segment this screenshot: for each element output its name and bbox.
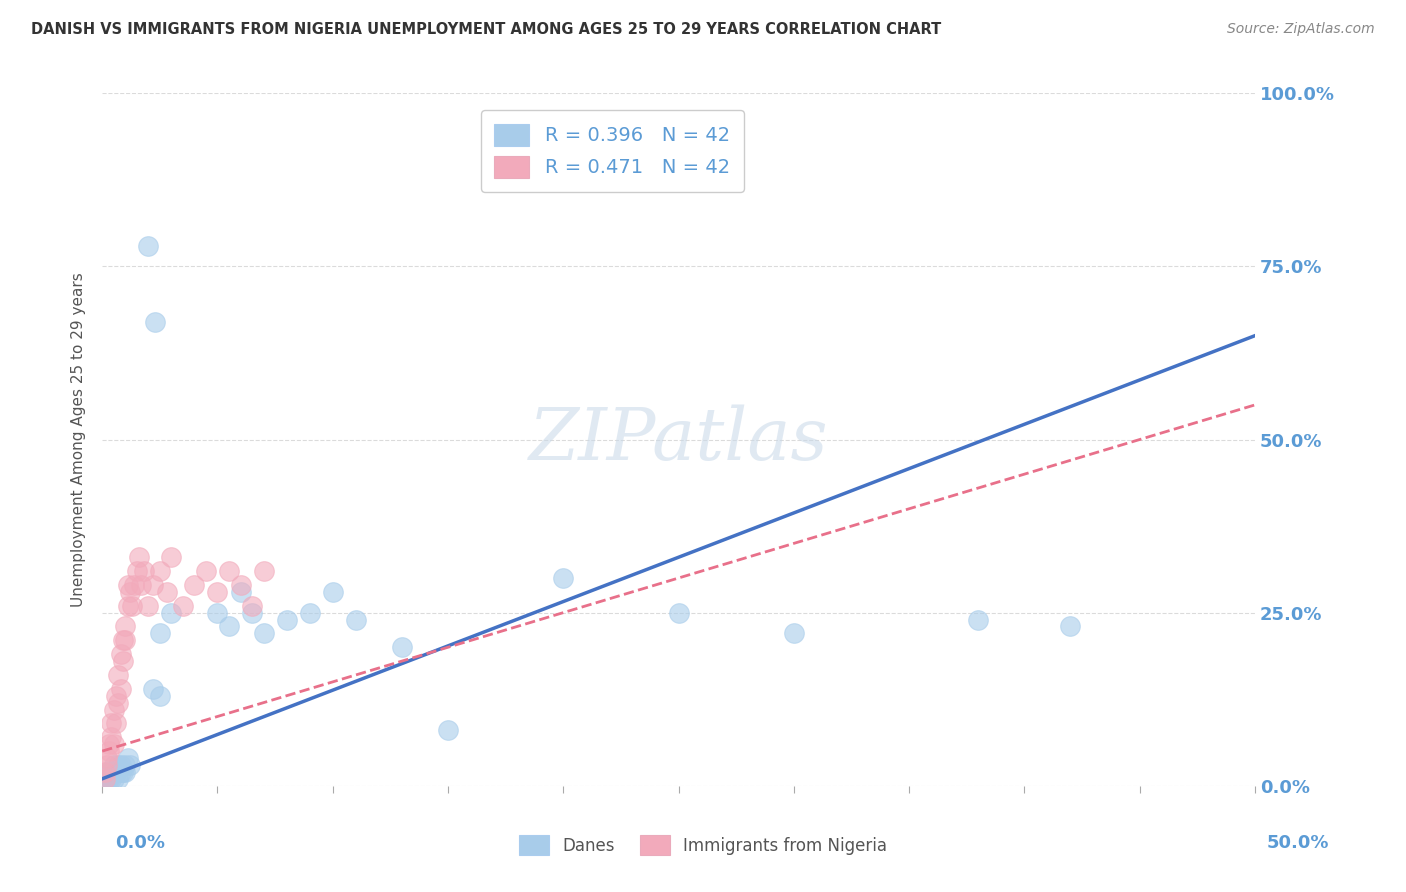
Point bbox=[107, 758, 129, 772]
Point bbox=[218, 619, 240, 633]
Point bbox=[967, 613, 990, 627]
Point bbox=[98, 737, 121, 751]
Text: DANISH VS IMMIGRANTS FROM NIGERIA UNEMPLOYMENT AMONG AGES 25 TO 29 YEARS CORRELA: DANISH VS IMMIGRANTS FROM NIGERIA UNEMPL… bbox=[31, 22, 941, 37]
Point bbox=[114, 764, 136, 779]
Point bbox=[96, 772, 118, 786]
Point bbox=[118, 758, 141, 772]
Point bbox=[117, 751, 139, 765]
Point bbox=[111, 654, 134, 668]
Point bbox=[111, 633, 134, 648]
Point bbox=[252, 626, 274, 640]
Point bbox=[105, 689, 128, 703]
Point bbox=[207, 585, 229, 599]
Point bbox=[98, 744, 121, 758]
Point bbox=[276, 613, 298, 627]
Point bbox=[100, 772, 122, 786]
Point bbox=[172, 599, 194, 613]
Point bbox=[149, 564, 172, 578]
Point bbox=[103, 737, 125, 751]
Point bbox=[298, 606, 321, 620]
Point bbox=[100, 716, 122, 731]
Point bbox=[207, 606, 229, 620]
Point bbox=[783, 626, 806, 640]
Point bbox=[156, 585, 179, 599]
Point bbox=[105, 764, 128, 779]
Point bbox=[437, 723, 460, 738]
Point bbox=[105, 764, 128, 779]
Point bbox=[252, 564, 274, 578]
Point bbox=[229, 585, 252, 599]
Point bbox=[125, 564, 148, 578]
Point bbox=[322, 585, 344, 599]
Point bbox=[107, 696, 129, 710]
Text: Source: ZipAtlas.com: Source: ZipAtlas.com bbox=[1227, 22, 1375, 37]
Point bbox=[100, 764, 122, 779]
Point bbox=[136, 238, 159, 252]
Point bbox=[110, 758, 132, 772]
Point bbox=[391, 640, 413, 655]
Point bbox=[98, 772, 121, 786]
Point bbox=[114, 758, 136, 772]
Point bbox=[114, 619, 136, 633]
Legend: Danes, Immigrants from Nigeria: Danes, Immigrants from Nigeria bbox=[512, 829, 894, 862]
Point bbox=[96, 764, 118, 779]
Point bbox=[142, 578, 165, 592]
Point bbox=[240, 606, 263, 620]
Point bbox=[118, 585, 141, 599]
Point bbox=[183, 578, 205, 592]
Point bbox=[103, 702, 125, 716]
Point bbox=[96, 758, 118, 772]
Point bbox=[124, 578, 146, 592]
Point bbox=[111, 764, 134, 779]
Text: 50.0%: 50.0% bbox=[1267, 834, 1329, 852]
Legend: R = 0.396   N = 42, R = 0.471   N = 42: R = 0.396 N = 42, R = 0.471 N = 42 bbox=[481, 110, 744, 192]
Point bbox=[668, 606, 690, 620]
Point bbox=[96, 751, 118, 765]
Point bbox=[110, 647, 132, 661]
Point bbox=[128, 550, 150, 565]
Point bbox=[121, 599, 143, 613]
Point bbox=[93, 764, 115, 779]
Point bbox=[103, 772, 125, 786]
Point bbox=[100, 731, 122, 745]
Point bbox=[142, 681, 165, 696]
Point bbox=[93, 772, 115, 786]
Y-axis label: Unemployment Among Ages 25 to 29 years: Unemployment Among Ages 25 to 29 years bbox=[72, 272, 86, 607]
Point bbox=[107, 668, 129, 682]
Point bbox=[240, 599, 263, 613]
Point bbox=[143, 315, 166, 329]
Point bbox=[117, 578, 139, 592]
Point bbox=[93, 772, 115, 786]
Point bbox=[218, 564, 240, 578]
Text: ZIPatlas: ZIPatlas bbox=[529, 404, 828, 475]
Point bbox=[149, 626, 172, 640]
Point bbox=[107, 772, 129, 786]
Point bbox=[105, 716, 128, 731]
Point bbox=[136, 599, 159, 613]
Point bbox=[553, 571, 575, 585]
Point bbox=[160, 550, 183, 565]
Point bbox=[114, 633, 136, 648]
Point bbox=[344, 613, 367, 627]
Point bbox=[110, 681, 132, 696]
Point bbox=[117, 599, 139, 613]
Point bbox=[160, 606, 183, 620]
Point bbox=[149, 689, 172, 703]
Text: 0.0%: 0.0% bbox=[115, 834, 166, 852]
Point bbox=[110, 764, 132, 779]
Point bbox=[98, 764, 121, 779]
Point bbox=[229, 578, 252, 592]
Point bbox=[103, 758, 125, 772]
Point bbox=[194, 564, 217, 578]
Point bbox=[131, 578, 153, 592]
Point bbox=[1059, 619, 1081, 633]
Point bbox=[132, 564, 155, 578]
